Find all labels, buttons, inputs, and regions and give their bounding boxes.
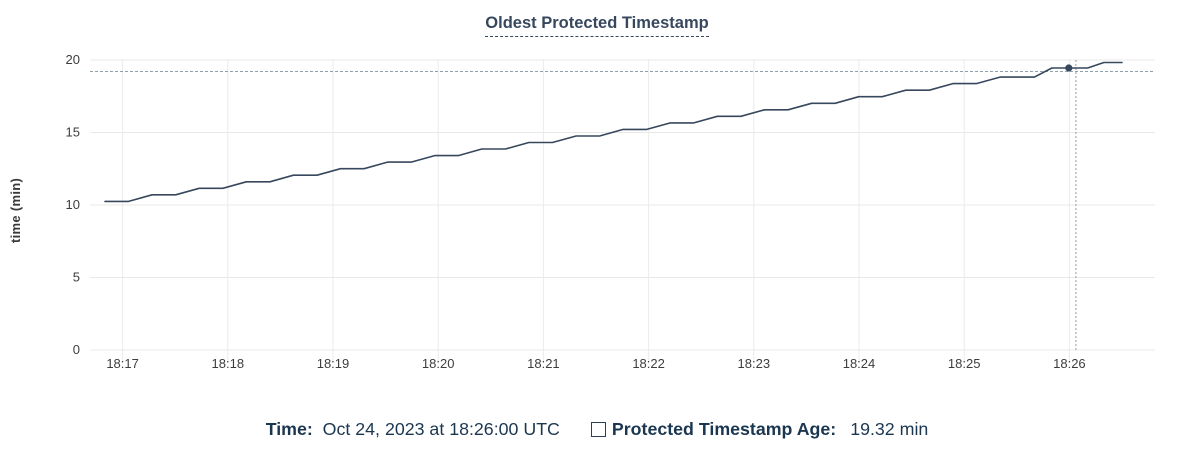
svg-text:18:19: 18:19 xyxy=(317,356,350,368)
svg-text:18:22: 18:22 xyxy=(632,356,665,368)
svg-text:15: 15 xyxy=(66,125,80,140)
svg-text:18:21: 18:21 xyxy=(527,356,560,368)
svg-text:18:23: 18:23 xyxy=(738,356,771,368)
svg-text:18:18: 18:18 xyxy=(212,356,245,368)
svg-text:5: 5 xyxy=(73,270,80,285)
svg-text:18:26: 18:26 xyxy=(1053,356,1086,368)
svg-text:10: 10 xyxy=(66,197,80,212)
svg-text:18:17: 18:17 xyxy=(106,356,139,368)
svg-text:18:24: 18:24 xyxy=(843,356,876,368)
svg-text:18:20: 18:20 xyxy=(422,356,455,368)
svg-text:18:25: 18:25 xyxy=(948,356,981,368)
svg-text:20: 20 xyxy=(66,52,80,67)
svg-text:0: 0 xyxy=(73,342,80,357)
